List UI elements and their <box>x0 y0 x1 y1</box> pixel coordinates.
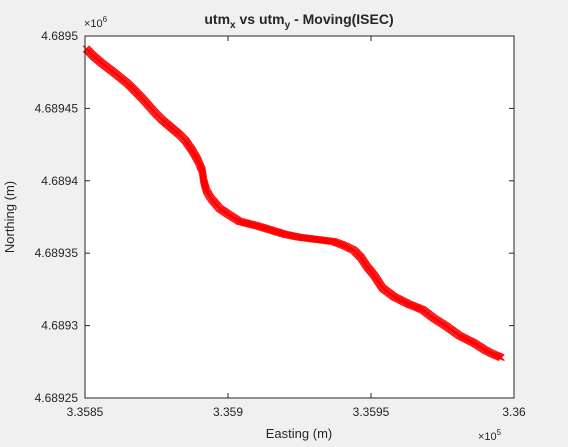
chart-title: utmx vs utmy - Moving(ISEC) <box>204 11 393 31</box>
x-axis-label: Easting (m) <box>266 426 332 441</box>
data-point <box>202 184 210 193</box>
x-tick-label: 3.36 <box>502 405 526 419</box>
data-markers <box>82 45 505 362</box>
y-tick-label: 4.6893 <box>41 319 78 333</box>
data-point <box>497 353 505 362</box>
y-exponent-label: ×106 <box>84 15 108 30</box>
y-tick-label: 4.6895 <box>41 29 78 43</box>
axes-box <box>84 35 515 399</box>
y-tick-label: 4.68925 <box>35 391 79 405</box>
x-tick-label: 3.3585 <box>67 405 104 419</box>
x-tick-label: 3.359 <box>213 405 243 419</box>
x-exponent-label: ×105 <box>478 428 502 443</box>
y-tick-label: 4.6894 <box>41 174 78 188</box>
y-axis-label: Northing (m) <box>2 181 17 253</box>
y-tick-label: 4.68935 <box>35 246 79 260</box>
y-tick-label: 4.68945 <box>35 101 79 115</box>
axis-ticks: 3.3585 3.359 3.3595 3.36 4.68925 4.6893 4.6893… <box>35 29 526 419</box>
x-tick-label: 3.3595 <box>353 405 390 419</box>
plot-area <box>85 36 514 398</box>
